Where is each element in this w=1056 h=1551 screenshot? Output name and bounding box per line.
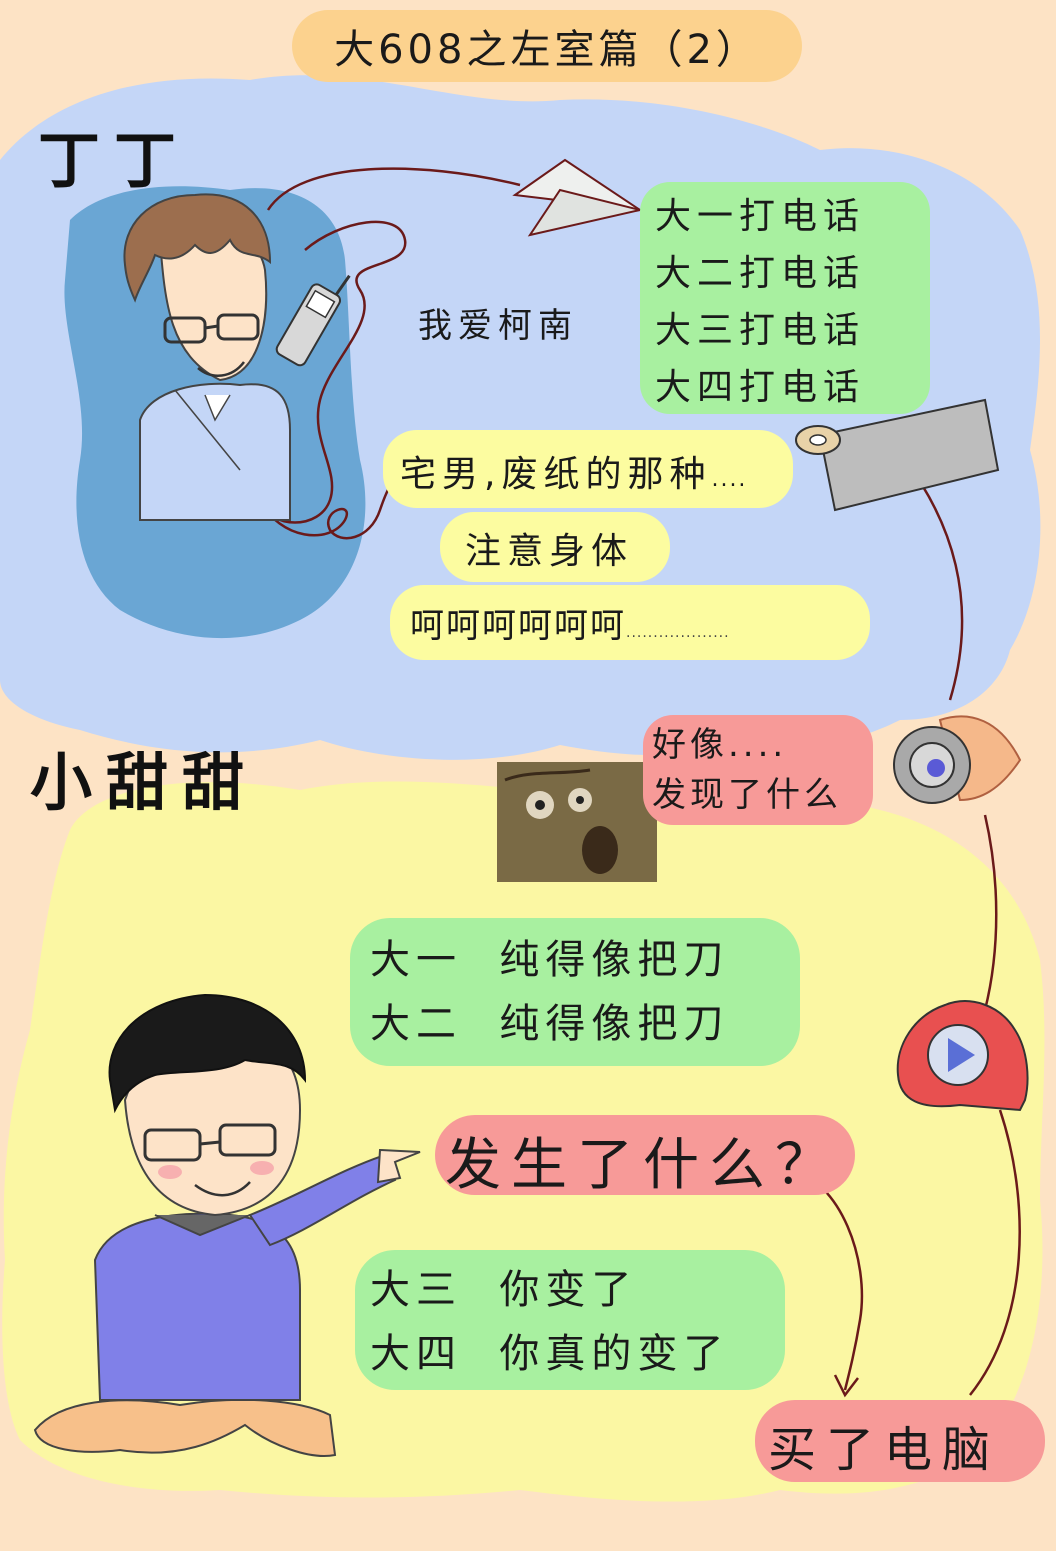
otaku-text: 宅男,废纸的那种.... <box>400 445 747 497</box>
discover-line-2: 发现了什么 <box>652 775 842 815</box>
hehe-dots: ................... <box>626 625 730 641</box>
yellow-highlight-1 <box>383 430 793 508</box>
xiaotiantian-character <box>33 993 421 1457</box>
yellow-highlight-3 <box>390 585 870 660</box>
green-highlight-top <box>350 918 800 1066</box>
pure-lines: 大一 纯得像把刀 大二 纯得像把刀 <box>370 928 729 1056</box>
video-player-icon <box>896 1000 1029 1112</box>
pink-highlight-question <box>435 1115 855 1195</box>
pink-highlight-bought <box>755 1400 1045 1482</box>
calls-highlight <box>640 182 930 414</box>
call-line-3: 大三打电话 <box>655 310 866 351</box>
pure-line-2: 大二 纯得像把刀 <box>370 1001 730 1047</box>
love-conan-text: 我爱柯南 <box>418 306 578 346</box>
curve-cord-bottom <box>258 459 407 540</box>
section-ding-name: 丁丁 <box>38 124 191 197</box>
curve-right-2 <box>983 814 998 1011</box>
cell-phone-icon <box>275 274 351 367</box>
bought-computer-text: 买了电脑 <box>768 1422 1001 1478</box>
take-care-text: 注意身体 <box>465 531 634 572</box>
curve-phone-cord <box>258 220 407 524</box>
hehe-text: 呵呵呵呵呵呵................... <box>410 598 730 647</box>
call-line-4: 大四打电话 <box>655 367 866 408</box>
changed-lines: 大三 你变了 大四 你真的变了 <box>370 1258 729 1386</box>
call-line-1: 大一打电话 <box>655 196 866 237</box>
film-roll-icon <box>893 715 1022 804</box>
pink-highlight-discover <box>643 715 873 825</box>
paper-airplane-icon <box>512 158 641 237</box>
page-title: 大608之左室篇（2） <box>292 10 802 82</box>
section-xiaotiantian-name: 小甜甜 <box>30 746 259 819</box>
green-highlight-bottom <box>355 1250 785 1390</box>
hehe-main: 呵呵呵呵呵呵 <box>410 606 626 646</box>
changed-line-1: 大三 你变了 <box>370 1267 638 1313</box>
curve-right-3 <box>969 1109 1021 1396</box>
calls-list: 大一打电话 大二打电话 大三打电话 大四打电话 <box>655 188 865 416</box>
toilet-paper-roll-icon <box>795 398 1000 512</box>
discover-line-1: 好像.... <box>652 725 788 765</box>
ding-character <box>123 193 291 521</box>
otaku-dots: .... <box>711 467 748 492</box>
yellow-highlight-2 <box>440 512 670 582</box>
discover-text: 好像.... 发现了什么 <box>652 720 842 820</box>
curve-airplane-line <box>266 167 521 211</box>
pure-line-1: 大一 纯得像把刀 <box>370 937 730 983</box>
rage-face-icon <box>497 762 657 882</box>
what-happened-text: 发生了什么？ <box>445 1133 841 1198</box>
call-line-2: 大二打电话 <box>655 253 866 294</box>
otaku-main: 宅男,废纸的那种 <box>400 454 712 495</box>
changed-line-2: 大四 你真的变了 <box>370 1331 730 1377</box>
